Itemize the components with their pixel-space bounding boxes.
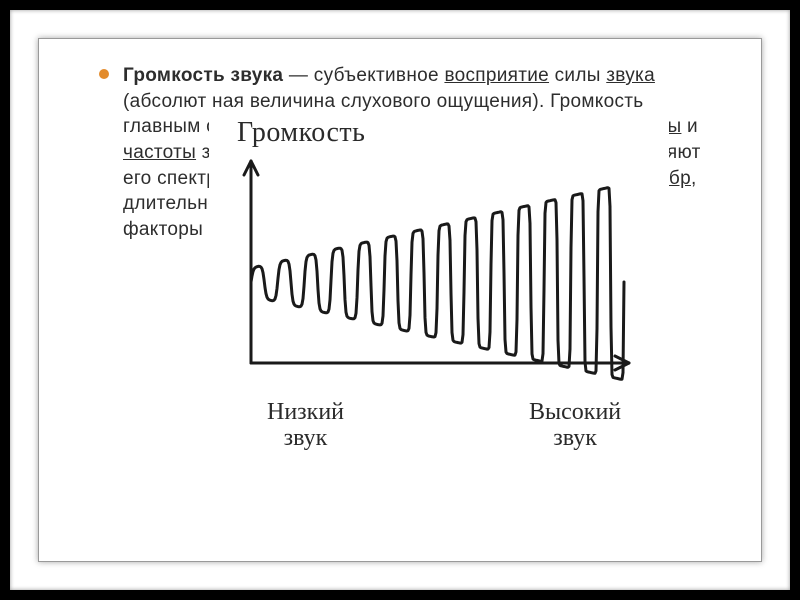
bullet-icon [99, 69, 109, 79]
slide-inner-frame: Громкость звука — субъективное восприяти… [38, 38, 762, 562]
chart-container: Громкость Низкий звук Высокий звук [209, 117, 669, 462]
chart-title: Громкость [237, 117, 669, 149]
axis-label-right: Высокий звук [529, 399, 621, 452]
slide-outer-frame: Громкость звука — субъективное восприяти… [10, 10, 790, 590]
para-dash: — [283, 65, 313, 86]
para-lead: Громкость звука [123, 65, 283, 86]
waveform-chart [209, 153, 639, 383]
axis-label-left: Низкий звук [267, 399, 344, 452]
